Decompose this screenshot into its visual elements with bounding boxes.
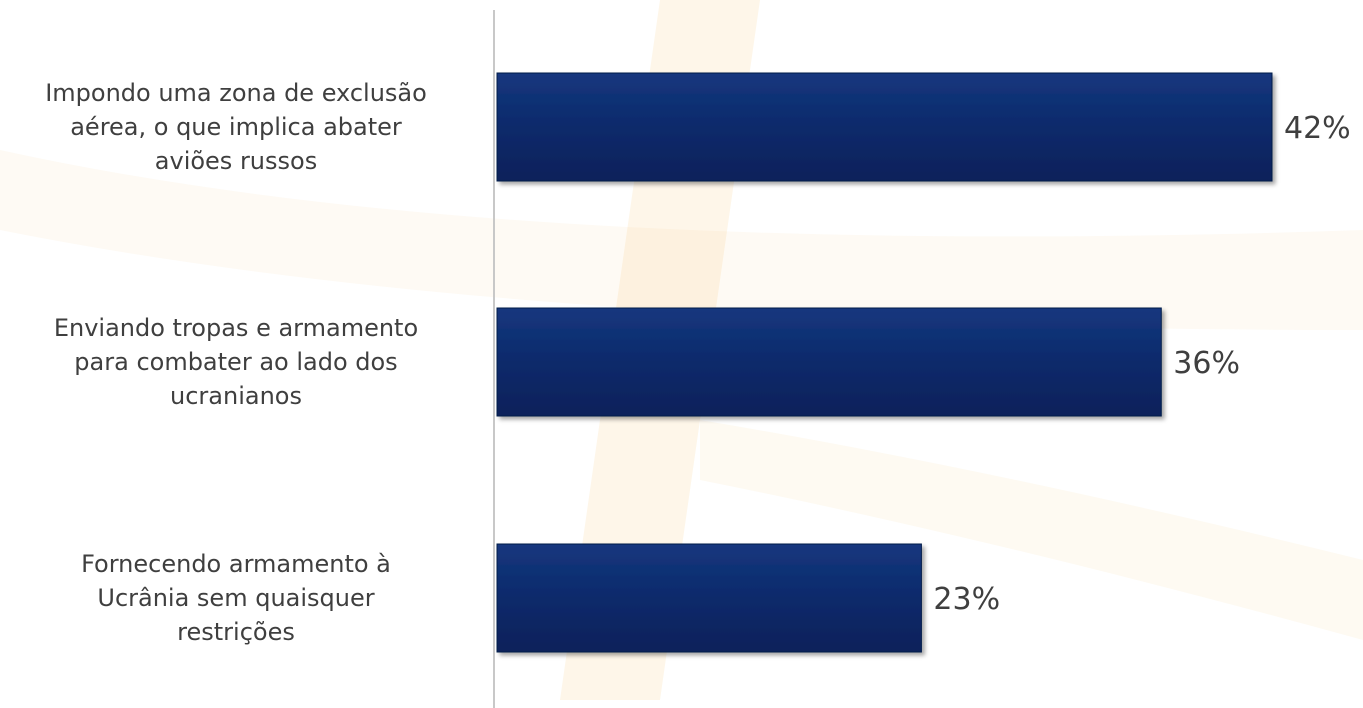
value-label-2: 36% — [1173, 346, 1240, 381]
category-label-1-line-2: aérea, o que implica abater — [70, 113, 402, 141]
bar-2 — [496, 307, 1162, 417]
watermark-shape-2 — [0, 150, 1363, 330]
category-label-3-line-3: restrições — [177, 618, 295, 646]
watermark-shape-3 — [700, 420, 1363, 640]
category-label-1-line-3: aviões russos — [155, 147, 317, 175]
labels-layer: 42% Impondo uma zona de exclusão aérea, o … — [45, 79, 1350, 646]
category-label-2-line-3: ucranianos — [170, 382, 302, 410]
category-label-2-line-2: para combater ao lado dos — [74, 348, 397, 376]
category-label-1-line-1: Impondo uma zona de exclusão — [45, 79, 427, 107]
bars-layer — [496, 72, 1273, 653]
category-label-3: Fornecendo armamento à Ucrânia sem quaisq… — [81, 550, 391, 646]
value-label-1: 42% — [1284, 111, 1351, 146]
category-label-2-line-1: Enviando tropas e armamento — [54, 314, 418, 342]
category-label-3-line-2: Ucrânia sem quaisquer — [97, 584, 374, 612]
category-label-1: Impondo uma zona de exclusão aérea, o que… — [45, 79, 427, 175]
bar-3 — [496, 543, 922, 653]
value-label-3: 23% — [933, 582, 1000, 617]
category-label-2: Enviando tropas e armamento para combater… — [54, 314, 418, 410]
category-label-3-line-1: Fornecendo armamento à — [81, 550, 391, 578]
bar-1 — [496, 72, 1273, 182]
